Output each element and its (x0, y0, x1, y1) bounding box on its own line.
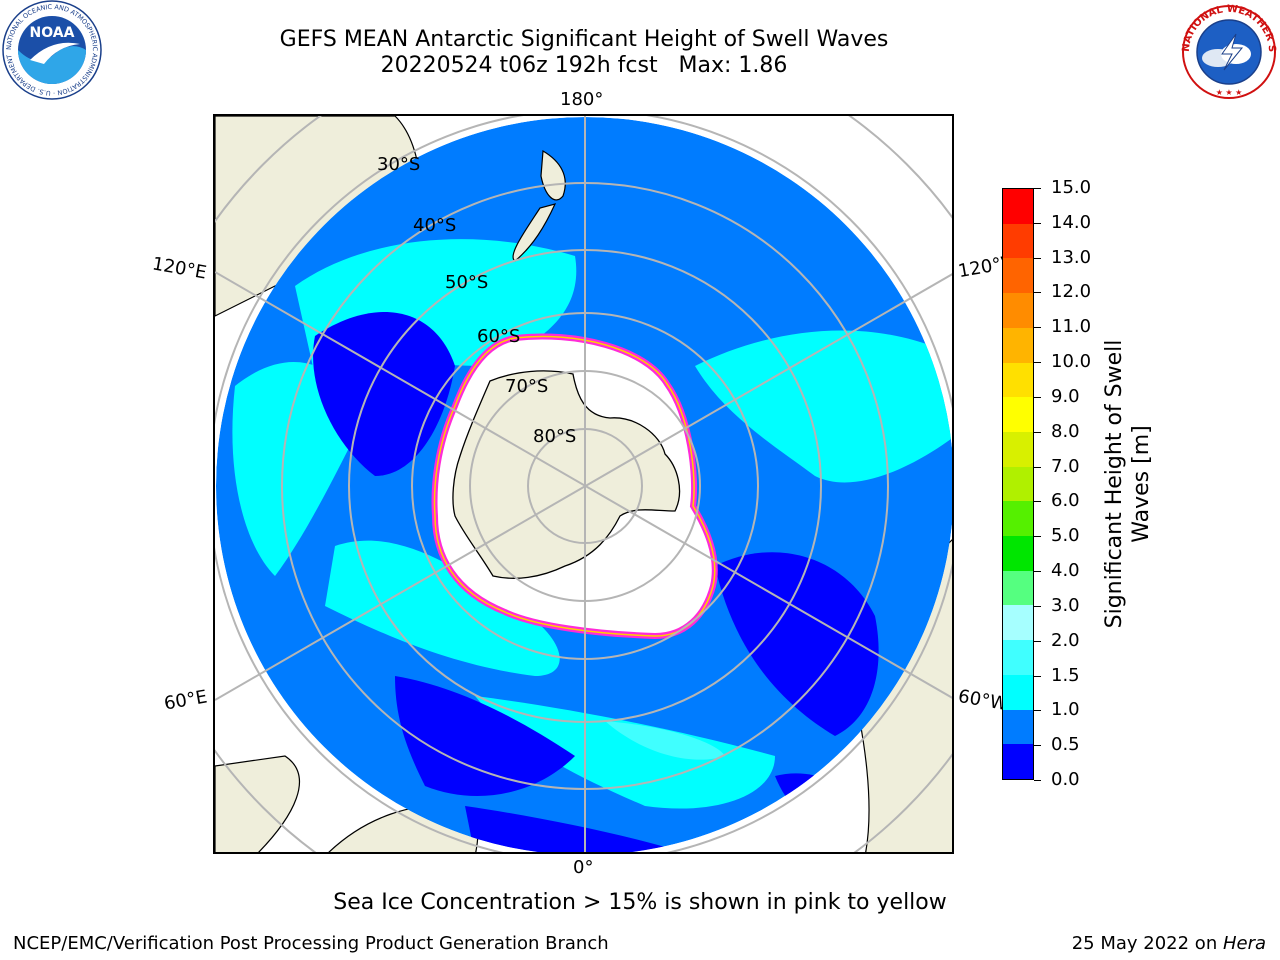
colorbar-tick-label: 7.0 (1051, 455, 1080, 477)
colorbar-tick-label: 5.0 (1051, 525, 1080, 547)
colorbar-segment (1003, 189, 1033, 224)
colorbar-tick-label: 13.0 (1051, 246, 1092, 268)
colorbar-tick (1034, 675, 1041, 677)
colorbar-tick (1034, 780, 1041, 781)
credit-machine: Hera (1222, 933, 1266, 954)
lat-label-70s: 70°S (505, 376, 548, 397)
colorbar-tick (1034, 605, 1041, 607)
colorbar-tick-label: 1.5 (1051, 664, 1080, 686)
colorbar-segment (1003, 570, 1033, 606)
colorbar-tick-label: 4.0 (1051, 560, 1080, 582)
colorbar-label-line1: Significant Height of Swell (1102, 339, 1127, 629)
colorbar-tick-label: 8.0 (1051, 420, 1080, 442)
svg-text:★ ★ ★: ★ ★ ★ (1216, 88, 1243, 97)
credit-date: 25 May 2022 on (1071, 933, 1223, 954)
colorbar-tick-label: 10.0 (1051, 351, 1092, 373)
nws-logo-icon: NATIONAL WEATHER SERVICE ★ ★ ★ (1178, 0, 1277, 99)
lat-label-60s: 60°S (477, 326, 520, 347)
lon-label-120e: 120°E (150, 253, 209, 284)
colorbar-tick (1034, 292, 1041, 294)
lon-label-180: 180° (560, 89, 604, 110)
colorbar-tick (1034, 327, 1041, 329)
colorbar-segment (1003, 466, 1033, 502)
colorbar-tick (1034, 536, 1041, 538)
lat-label-30s: 30°S (377, 154, 420, 175)
colorbar-tick (1034, 362, 1041, 364)
graticule (215, 116, 952, 852)
colorbar-tick (1034, 257, 1041, 259)
colorbar-label: Significant Height of Swell Waves [m] (1101, 340, 1155, 629)
colorbar-segment (1003, 536, 1033, 571)
colorbar-tick (1034, 396, 1041, 398)
colorbar-segment (1003, 362, 1033, 398)
colorbar-tick (1034, 222, 1041, 224)
colorbar-segment (1003, 293, 1033, 328)
sea-ice-footnote: Sea Ice Concentration > 15% is shown in … (333, 890, 947, 915)
colorbar-tick (1034, 571, 1041, 573)
colorbar-segment (1003, 605, 1033, 641)
colorbar-tick (1034, 466, 1041, 468)
colorbar-tick-label: 3.0 (1051, 594, 1080, 616)
colorbar-segment (1003, 674, 1033, 710)
lat-label-80s: 80°S (533, 426, 576, 447)
credit-right: 25 May 2022 on Hera (1072, 933, 1266, 954)
map-panel[interactable]: 30°S 40°S 50°S 60°S 70°S 80°S (213, 114, 954, 854)
colorbar-segment (1003, 709, 1033, 745)
polar-map: 30°S 40°S 50°S 60°S 70°S 80°S (215, 116, 952, 852)
colorbar-label-line2: Waves [m] (1129, 425, 1154, 543)
noaa-logo-text: NOAA (30, 25, 75, 41)
noaa-logo-icon: NATIONAL OCEANIC AND ATMOSPHERIC ADMINIS… (0, 0, 102, 100)
credit-left: NCEP/EMC/Verification Post Processing Pr… (13, 933, 609, 954)
colorbar-segment (1003, 431, 1033, 467)
colorbar-tick (1034, 431, 1041, 433)
colorbar-segment (1003, 397, 1033, 432)
colorbar-tick-label: 15.0 (1051, 177, 1092, 198)
colorbar-tick-label: 14.0 (1051, 211, 1092, 233)
colorbar-tick (1034, 501, 1041, 503)
colorbar-tick-label: 0.5 (1051, 734, 1080, 756)
colorbar-tick-label: 2.0 (1051, 629, 1080, 651)
colorbar-tick-label: 11.0 (1051, 316, 1092, 338)
colorbar-tick-label: 12.0 (1051, 281, 1092, 303)
lat-label-50s: 50°S (445, 272, 488, 293)
lon-label-60e: 60°E (162, 686, 209, 715)
colorbar-tick-label: 6.0 (1051, 490, 1080, 512)
colorbar-segment (1003, 327, 1033, 363)
chart-subtitle: 20220524 t06z 192h fcst Max: 1.86 (380, 53, 788, 78)
colorbar-tick-label: 0.0 (1051, 769, 1080, 790)
colorbar-tick-label: 9.0 (1051, 385, 1080, 407)
lon-label-0: 0° (573, 857, 594, 878)
colorbar-segment (1003, 258, 1033, 294)
colorbar-segment (1003, 640, 1033, 675)
colorbar-tick (1034, 188, 1041, 189)
colorbar-segment (1003, 501, 1033, 537)
colorbar-tick-label: 1.0 (1051, 699, 1080, 721)
colorbar-tick (1034, 745, 1041, 747)
colorbar-tick (1034, 710, 1041, 712)
colorbar-segment (1003, 223, 1033, 259)
colorbar-segment (1003, 744, 1033, 779)
colorbar-tick (1034, 640, 1041, 642)
chart-title: GEFS MEAN Antarctic Significant Height o… (279, 27, 889, 52)
colorbar (1002, 188, 1034, 780)
lat-label-40s: 40°S (413, 215, 456, 236)
